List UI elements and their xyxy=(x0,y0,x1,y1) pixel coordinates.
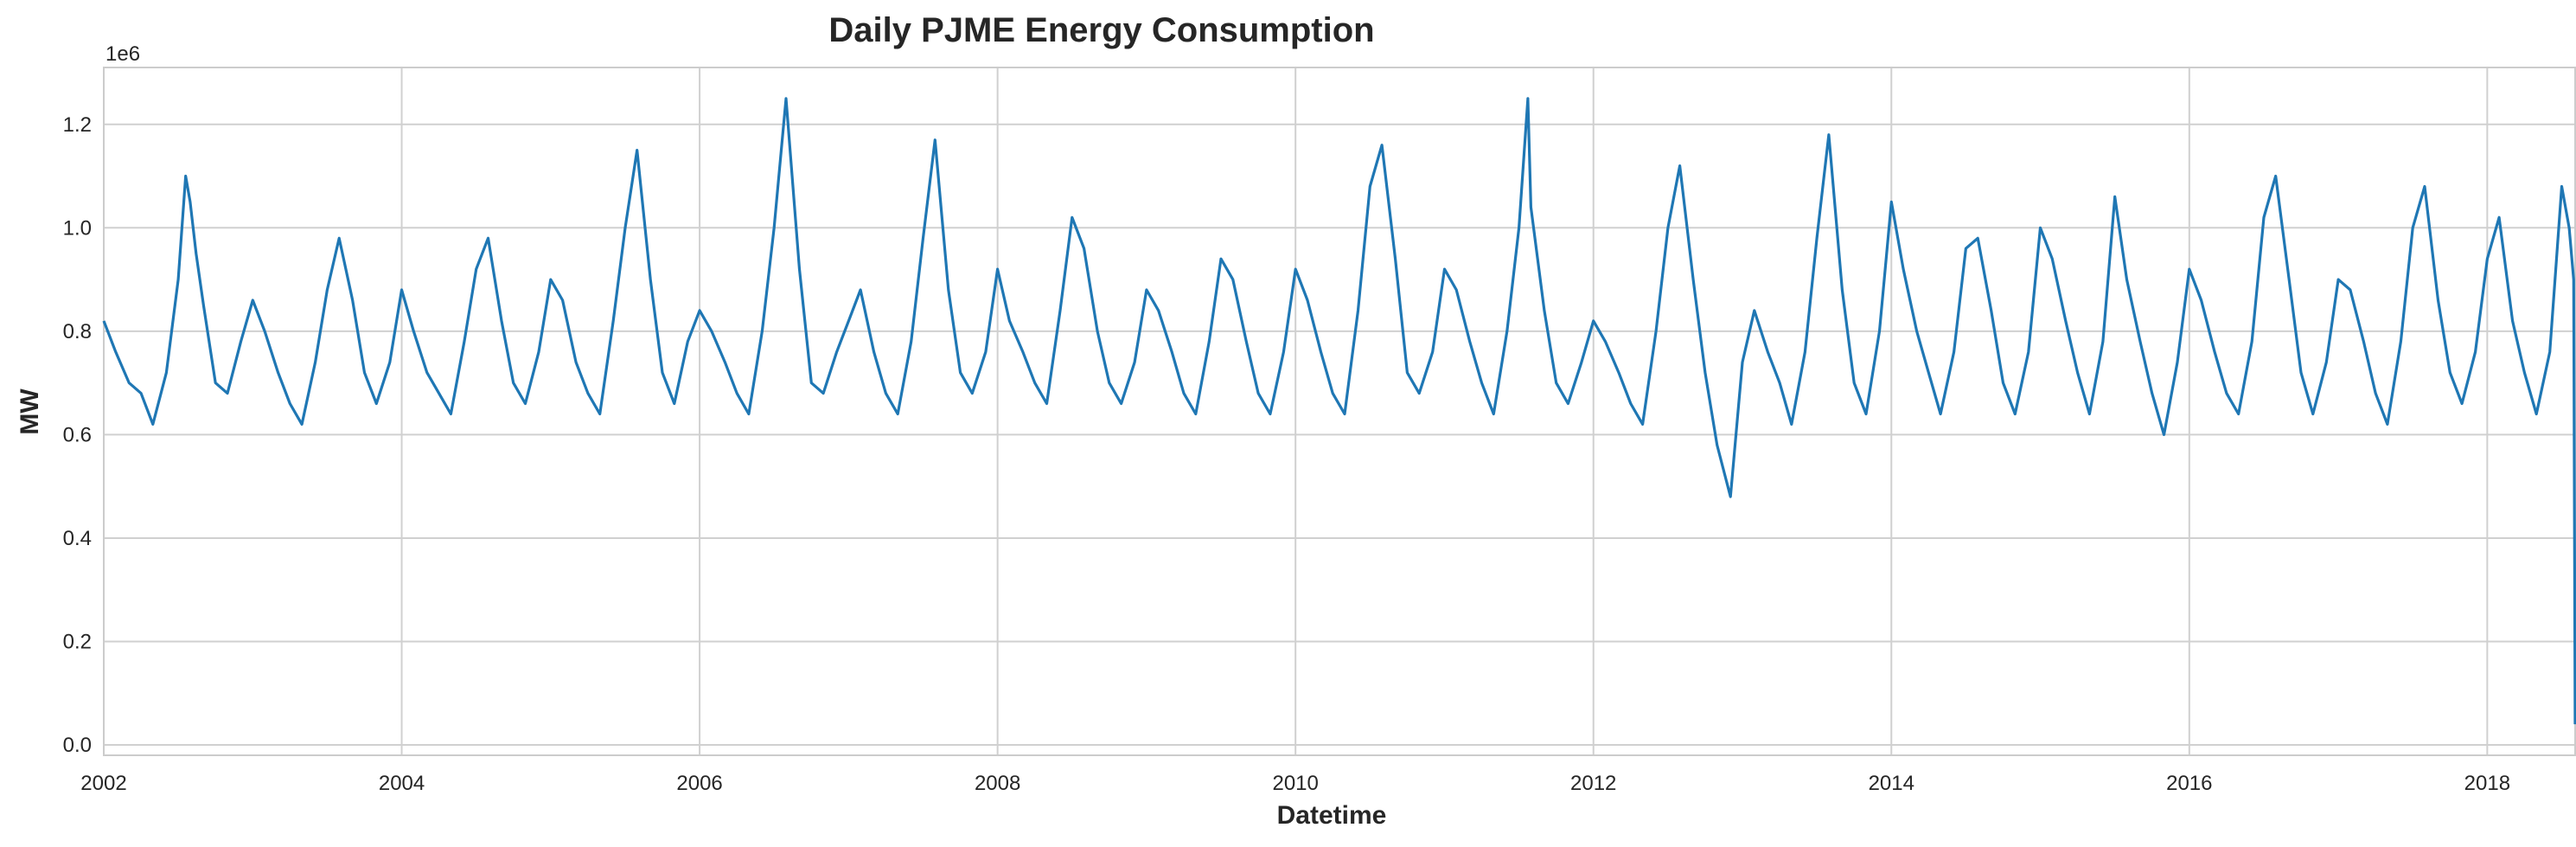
x-tick-label: 2012 xyxy=(1570,772,1616,795)
y-axis-title: MW xyxy=(16,388,44,435)
y-tick-label: 0.6 xyxy=(63,423,92,446)
x-tick-label: 2004 xyxy=(379,772,425,795)
y-tick-label: 0.0 xyxy=(63,734,92,757)
grid xyxy=(103,67,2575,755)
x-tick-label: 2016 xyxy=(2166,772,2212,795)
x-tick-label: 2006 xyxy=(676,772,722,795)
y-tick-label: 1.2 xyxy=(63,113,92,137)
y-tick-label: 0.2 xyxy=(63,630,92,653)
chart-title: Daily PJME Energy Consumption xyxy=(828,11,1374,49)
x-tick-label: 2008 xyxy=(975,772,1020,795)
x-tick-label: 2018 xyxy=(2464,772,2510,795)
y-tick-label: 1.0 xyxy=(63,216,92,240)
x-tick-label: 2010 xyxy=(1272,772,1318,795)
x-axis: 2002 2004 2006 2008 2010 2012 2014 2016 2018 xyxy=(80,772,2510,795)
series-line xyxy=(102,97,2576,725)
x-tick-label: 2002 xyxy=(80,772,126,795)
y-axis: 0.0 0.2 0.4 0.6 0.8 1.0 1.2 xyxy=(63,113,92,757)
y-offset-label: 1e6 xyxy=(105,42,140,66)
plot-frame xyxy=(103,67,2576,756)
x-axis-title: Datetime xyxy=(1277,801,1387,830)
series-layer xyxy=(102,97,2576,725)
y-tick-label: 0.8 xyxy=(63,320,92,343)
x-tick-label: 2014 xyxy=(1869,772,1914,795)
y-tick-label: 0.4 xyxy=(63,527,92,550)
